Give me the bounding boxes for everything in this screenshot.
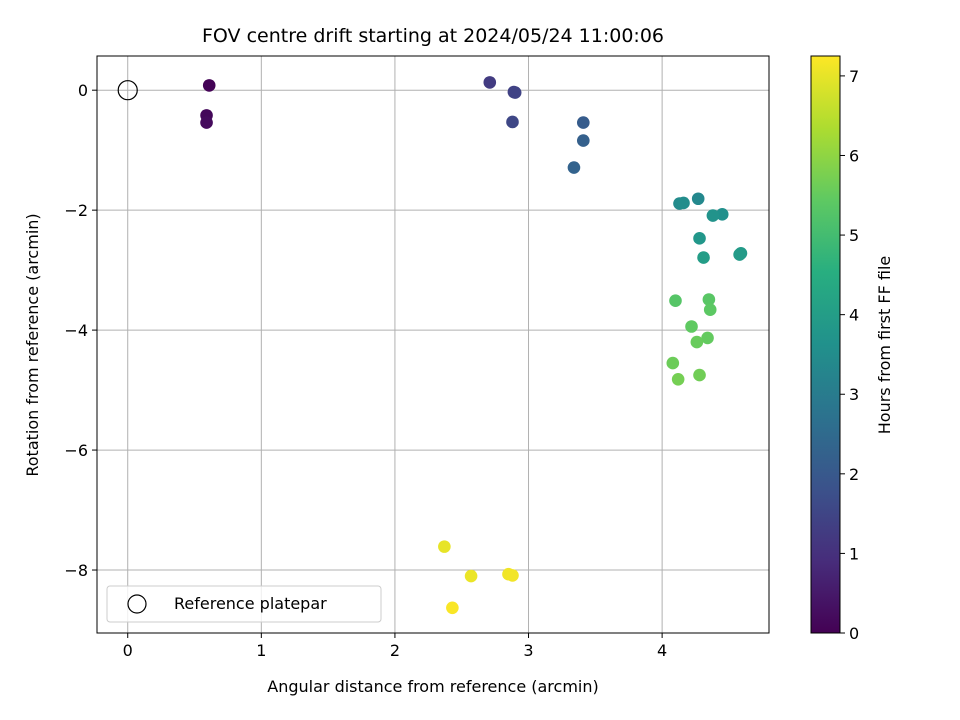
scatter-point: [577, 134, 590, 147]
y-tick-label: −4: [64, 321, 88, 340]
scatter-point: [693, 369, 706, 382]
scatter-point: [691, 336, 704, 349]
colorbar-tick-label: 5: [849, 226, 859, 245]
x-tick-label: 0: [123, 641, 133, 660]
x-axis-label: Angular distance from reference (arcmin): [267, 677, 598, 696]
colorbar-tick-label: 1: [849, 544, 859, 563]
scatter-point: [203, 79, 216, 92]
y-tick-label: −2: [64, 201, 88, 220]
chart-title: FOV centre drift starting at 2024/05/24 …: [202, 25, 664, 47]
x-tick-label: 4: [657, 641, 667, 660]
colorbar-tick-label: 6: [849, 146, 859, 165]
fov-drift-chart: 0 1 2 3 4 0 −2 −4 −6 −8 FOV centre drift startin…: [0, 0, 960, 720]
scatter-point: [707, 209, 720, 222]
scatter-point: [577, 116, 590, 129]
legend-label-reference: Reference platepar: [174, 594, 327, 613]
scatter-point: [506, 569, 519, 582]
scatter-point: [669, 294, 682, 307]
scatter-point: [704, 303, 717, 316]
x-axis-ticks: 0 1 2 3 4: [123, 633, 668, 660]
data-points: [200, 76, 747, 614]
colorbar-tick-label: 0: [849, 624, 859, 643]
y-axis-label: Rotation from reference (arcmin): [23, 213, 42, 476]
scatter-point: [677, 197, 690, 210]
scatter-point: [693, 232, 706, 245]
scatter-point: [438, 540, 451, 553]
colorbar-ticks: 0 1 2 3 4 5 6 7: [840, 67, 859, 643]
scatter-point: [685, 320, 698, 333]
scatter-point: [697, 251, 710, 264]
scatter-point: [509, 86, 522, 99]
scatter-point: [446, 602, 459, 615]
y-tick-label: −8: [64, 561, 88, 580]
scatter-point: [733, 248, 746, 261]
scatter-point: [667, 357, 680, 370]
scatter-point: [483, 76, 496, 89]
legend: Reference platepar: [107, 586, 381, 622]
y-tick-label: −6: [64, 441, 88, 460]
x-tick-label: 3: [523, 641, 533, 660]
scatter-point: [200, 116, 213, 129]
scatter-point: [672, 373, 685, 386]
plot-frame: [97, 56, 769, 633]
y-tick-label: 0: [78, 81, 88, 100]
colorbar-tick-label: 7: [849, 67, 859, 86]
colorbar-tick-label: 4: [849, 306, 859, 325]
grid: [97, 56, 769, 633]
colorbar: 0 1 2 3 4 5 6 7 Hours from first FF file: [811, 56, 894, 643]
x-tick-label: 2: [390, 641, 400, 660]
scatter-point: [465, 570, 478, 583]
x-tick-label: 1: [256, 641, 266, 660]
scatter-point: [506, 116, 519, 129]
colorbar-tick-label: 2: [849, 465, 859, 484]
colorbar-label: Hours from first FF file: [875, 256, 894, 435]
colorbar-gradient: [811, 56, 840, 633]
y-axis-ticks: 0 −2 −4 −6 −8: [64, 81, 97, 580]
scatter-point: [568, 161, 581, 174]
colorbar-tick-label: 3: [849, 385, 859, 404]
scatter-point: [692, 192, 705, 205]
